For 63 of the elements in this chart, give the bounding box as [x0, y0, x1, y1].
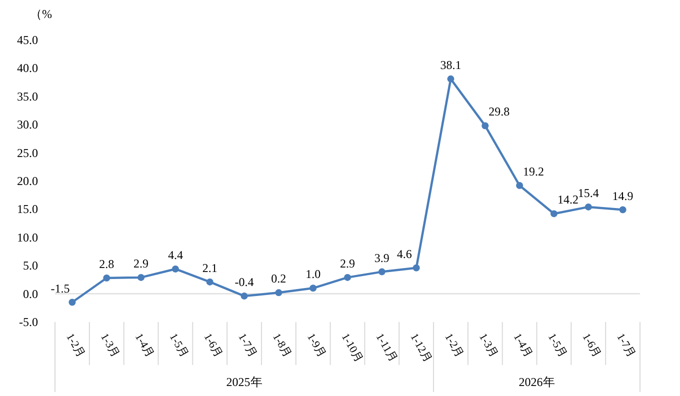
text: 2026年 — [518, 375, 555, 389]
data-label: 1.0 — [306, 267, 321, 282]
x-tick-label: 1-6月 — [580, 332, 604, 360]
data-label: 2.9 — [134, 256, 149, 270]
point — [138, 274, 145, 281]
y-tick-label: 45.0 — [17, 33, 38, 47]
data-label: 38.1 — [440, 58, 462, 72]
point — [516, 182, 524, 190]
y-tick-label: 35.0 — [17, 89, 38, 104]
y-tick-label: 0.0 — [23, 286, 38, 301]
point — [482, 122, 489, 130]
data-label: 19.2 — [523, 164, 544, 179]
data-label: 15.4 — [578, 186, 599, 200]
x-tick-label: 1-2月 — [442, 332, 466, 360]
y-tick-label: 10.0 — [17, 230, 38, 244]
point — [172, 265, 179, 272]
point — [447, 75, 454, 82]
point — [103, 274, 110, 282]
x-tick-label: 1-3月 — [476, 332, 500, 360]
x-tick-label: 1-4月 — [510, 332, 534, 360]
y-tick-label: -5.0 — [19, 315, 38, 329]
data-label: 0.2 — [271, 272, 286, 286]
point — [310, 284, 317, 292]
text: 2025年 — [226, 375, 262, 389]
point — [584, 203, 592, 210]
point — [275, 289, 282, 296]
data-label: 4.4 — [168, 248, 183, 262]
point — [68, 298, 76, 306]
x-tick-label: 1-4月 — [132, 332, 156, 360]
point — [240, 292, 248, 300]
point — [412, 264, 420, 272]
data-label: 2.1 — [202, 260, 218, 275]
y-tick-label: 15.0 — [17, 202, 38, 216]
y-tick-label: 5.0 — [23, 258, 38, 273]
point — [344, 274, 351, 281]
data-label: -0.4 — [234, 275, 254, 290]
x-tick-label: 1-9月 — [304, 332, 328, 360]
data-label: 14.2 — [557, 192, 578, 207]
x-tick-label: 1-2月 — [64, 332, 87, 360]
x-tick-label: 1-7月 — [236, 332, 259, 360]
x-tick-label: 1-5月 — [545, 332, 569, 360]
x-tick-label: 1-8月 — [270, 332, 294, 360]
y-tick-label: 25.0 — [17, 146, 38, 160]
point — [619, 206, 626, 214]
y-tick-label: 40.0 — [17, 61, 38, 76]
point — [378, 268, 386, 276]
x-tick-label: 1-6月 — [201, 332, 224, 360]
point — [206, 278, 214, 286]
x-tick-label: 1-3月 — [98, 332, 122, 360]
point — [550, 210, 558, 218]
y-tick-label: 20.0 — [17, 174, 38, 188]
data-label: -1.5 — [50, 281, 70, 296]
x-tick-label: 1-10月 — [338, 332, 365, 364]
data-label: 14.9 — [612, 188, 634, 203]
y-axis-title: （% — [30, 7, 52, 21]
data-label: 29.8 — [488, 104, 510, 119]
data-label: 2.9 — [340, 256, 355, 270]
data-label: 3.9 — [374, 250, 390, 265]
x-tick-label: 1-7月 — [614, 332, 638, 360]
x-tick-label: 1-5月 — [166, 332, 190, 360]
data-label: 4.6 — [396, 246, 412, 261]
y-tick-label: 30.0 — [17, 118, 38, 132]
data-label: 2.8 — [99, 257, 114, 272]
